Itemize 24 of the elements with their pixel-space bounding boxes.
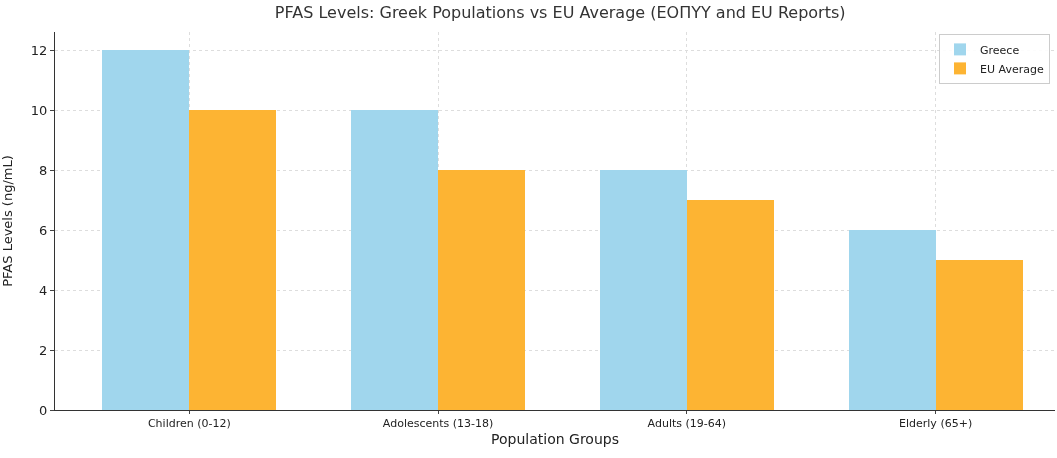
x-axis-title: Population Groups [491, 430, 619, 447]
x-tick-label: Adolescents (13-18) [382, 417, 494, 431]
y-axis-title: PFAS Levels (ng/mL) [0, 155, 15, 287]
bar [936, 260, 1023, 410]
y-tick-label: 12 [30, 42, 48, 58]
y-tick-label: 8 [39, 162, 48, 178]
bar [687, 200, 774, 410]
x-tick-label: Children (0-12) [147, 417, 231, 431]
bar [600, 170, 687, 410]
bar [438, 170, 525, 410]
x-tick-label: Adults (19-64) [647, 417, 727, 431]
y-tick-label: 2 [39, 342, 48, 358]
chart-title: PFAS Levels: Greek Populations vs EU Average (ΕΟΠΥΥ and EU Reports) [274, 3, 846, 23]
y-tick-label: 10 [30, 102, 48, 118]
y-tick-label: 0 [39, 402, 48, 418]
bar [351, 110, 438, 410]
legend-label: EU Average [980, 62, 1044, 76]
y-tick-label: 4 [39, 282, 48, 298]
bar [849, 230, 936, 410]
bar [102, 50, 189, 410]
x-tick-label: Elderly (65+) [899, 417, 973, 431]
y-tick-label: 6 [39, 222, 48, 238]
legend-label: Greece [980, 43, 1020, 57]
bar [189, 110, 276, 410]
